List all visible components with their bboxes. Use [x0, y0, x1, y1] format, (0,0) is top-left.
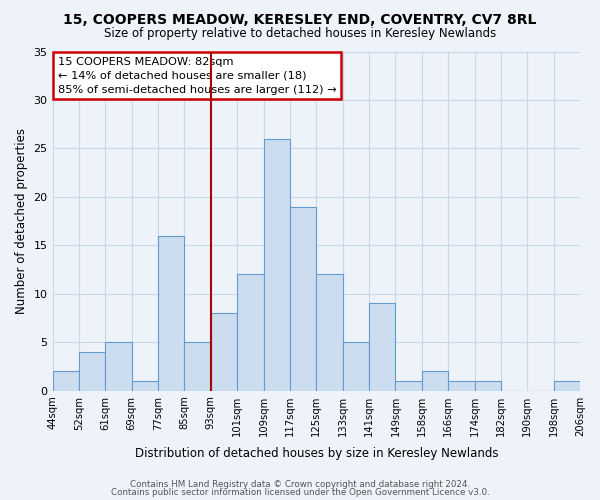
Text: 15, COOPERS MEADOW, KERESLEY END, COVENTRY, CV7 8RL: 15, COOPERS MEADOW, KERESLEY END, COVENT…	[64, 12, 536, 26]
Y-axis label: Number of detached properties: Number of detached properties	[15, 128, 28, 314]
Bar	[448, 381, 475, 390]
Bar	[422, 372, 448, 390]
Bar	[184, 342, 211, 390]
Bar	[290, 206, 316, 390]
Bar	[237, 274, 263, 390]
Bar	[554, 381, 580, 390]
Bar	[343, 342, 369, 390]
Bar	[475, 381, 501, 390]
Bar	[316, 274, 343, 390]
Bar	[369, 304, 395, 390]
Bar	[79, 352, 105, 391]
Text: Contains public sector information licensed under the Open Government Licence v3: Contains public sector information licen…	[110, 488, 490, 497]
X-axis label: Distribution of detached houses by size in Keresley Newlands: Distribution of detached houses by size …	[134, 447, 498, 460]
Bar	[105, 342, 131, 390]
Bar	[53, 372, 79, 390]
Bar	[211, 313, 237, 390]
Text: Size of property relative to detached houses in Keresley Newlands: Size of property relative to detached ho…	[104, 28, 496, 40]
Text: 15 COOPERS MEADOW: 82sqm
← 14% of detached houses are smaller (18)
85% of semi-d: 15 COOPERS MEADOW: 82sqm ← 14% of detach…	[58, 56, 337, 94]
Bar	[131, 381, 158, 390]
Text: Contains HM Land Registry data © Crown copyright and database right 2024.: Contains HM Land Registry data © Crown c…	[130, 480, 470, 489]
Bar	[263, 138, 290, 390]
Bar	[158, 236, 184, 390]
Bar	[395, 381, 422, 390]
